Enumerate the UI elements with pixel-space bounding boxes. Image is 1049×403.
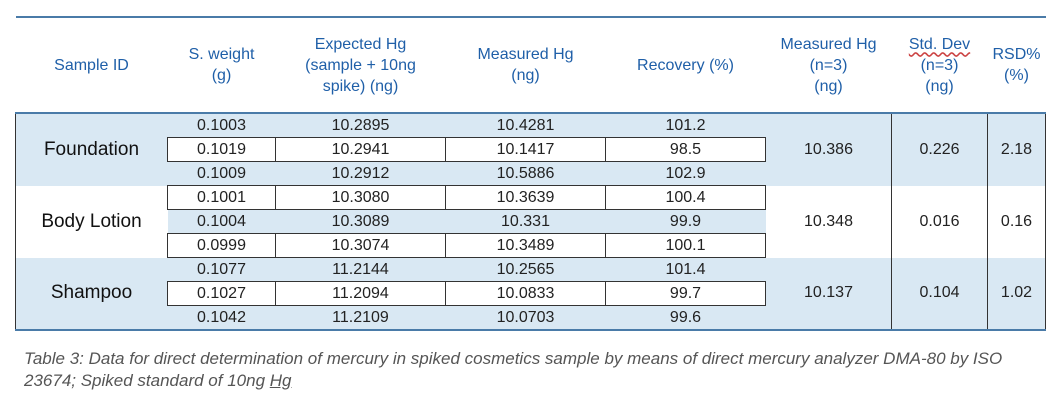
weight-cell: 0.1003 xyxy=(167,113,276,138)
recovery-cell: 100.4 xyxy=(605,185,766,210)
measured-cell: 10.1417 xyxy=(445,137,606,162)
header-rsd: RSD% (%) xyxy=(987,16,1046,114)
measured-cell: 10.2565 xyxy=(445,257,606,282)
table-row: 0.1042 11.2109 10.0703 99.6 xyxy=(16,305,1046,331)
rsd-cell: 0.16 xyxy=(987,185,1046,258)
recovery-cell: 101.4 xyxy=(605,257,766,282)
weight-cell: 0.1019 xyxy=(167,137,276,162)
weight-cell: 0.0999 xyxy=(167,233,276,258)
table-row: 0.0999 10.3074 10.3489 100.1 xyxy=(16,233,1046,258)
sample-id-cell: Shampoo xyxy=(15,257,168,331)
table-row: 0.1019 10.2941 10.1417 98.5 xyxy=(16,137,1046,162)
measured-cell: 10.0703 xyxy=(445,305,606,331)
sample-id-cell: Foundation xyxy=(15,113,168,186)
weight-cell: 0.1027 xyxy=(167,281,276,306)
header-sample-id: Sample ID xyxy=(15,16,168,114)
table-row: 0.1027 11.2094 10.0833 99.7 xyxy=(16,281,1046,306)
std-cell: 0.226 xyxy=(891,113,988,186)
caption-text: Table 3: Data for direct determination o… xyxy=(24,349,1003,390)
rsd-cell: 2.18 xyxy=(987,113,1046,186)
measured-cell: 10.5886 xyxy=(445,161,606,186)
expected-cell: 10.3074 xyxy=(275,233,446,258)
recovery-cell: 99.6 xyxy=(605,305,766,331)
mean-cell: 10.386 xyxy=(765,113,892,186)
measured-cell: 10.3489 xyxy=(445,233,606,258)
table-caption: Table 3: Data for direct determination o… xyxy=(24,348,1024,392)
expected-cell: 10.2912 xyxy=(275,161,446,186)
table-row: Foundation 0.1003 10.2895 10.4281 101.2 … xyxy=(15,113,1046,186)
measured-cell: 10.0833 xyxy=(445,281,606,306)
weight-cell: 0.1042 xyxy=(167,305,276,331)
data-table: Sample ID S. weight (g) Expected Hg (sampl… xyxy=(15,16,1046,331)
rsd-cell: 1.02 xyxy=(987,257,1046,331)
table-row: Body Lotion 0.1001 10.3080 10.3639 100.4… xyxy=(15,185,1046,258)
weight-cell: 0.1001 xyxy=(167,185,276,210)
weight-cell: 0.1077 xyxy=(167,257,276,282)
std-cell: 0.016 xyxy=(891,185,988,258)
expected-cell: 11.2144 xyxy=(275,257,446,282)
table-row: Shampoo 0.1077 11.2144 10.2565 101.4 10.… xyxy=(15,257,1046,331)
header-std-dev: Std. Dev (n=3) (ng) xyxy=(891,16,988,114)
expected-cell: 10.2895 xyxy=(275,113,446,138)
expected-cell: 11.2094 xyxy=(275,281,446,306)
recovery-cell: 100.1 xyxy=(605,233,766,258)
recovery-cell: 101.2 xyxy=(605,113,766,138)
expected-cell: 10.3080 xyxy=(275,185,446,210)
recovery-cell: 99.7 xyxy=(605,281,766,306)
expected-cell: 10.3089 xyxy=(275,209,446,234)
header-measured-hg: Measured Hg (ng) xyxy=(445,16,606,114)
measured-cell: 10.4281 xyxy=(445,113,606,138)
recovery-cell: 99.9 xyxy=(605,209,766,234)
header-row: Sample ID S. weight (g) Expected Hg (sampl… xyxy=(15,16,1046,114)
mean-cell: 10.137 xyxy=(765,257,892,331)
expected-cell: 11.2109 xyxy=(275,305,446,331)
weight-cell: 0.1009 xyxy=(167,161,276,186)
header-recovery: Recovery (%) xyxy=(605,16,766,114)
table-row: 0.1009 10.2912 10.5886 102.9 xyxy=(16,161,1046,186)
weight-cell: 0.1004 xyxy=(167,209,276,234)
measured-cell: 10.331 xyxy=(445,209,606,234)
header-mean-hg: Measured Hg (n=3) (ng) xyxy=(765,16,892,114)
header-weight: S. weight (g) xyxy=(167,16,276,114)
sample-id-cell: Body Lotion xyxy=(15,185,168,258)
caption-hg-link: Hg xyxy=(269,371,292,390)
mean-cell: 10.348 xyxy=(765,185,892,258)
recovery-cell: 98.5 xyxy=(605,137,766,162)
expected-cell: 10.2941 xyxy=(275,137,446,162)
header-expected-hg: Expected Hg (sample + 10ng spike) (ng) xyxy=(275,16,446,114)
measured-cell: 10.3639 xyxy=(445,185,606,210)
recovery-cell: 102.9 xyxy=(605,161,766,186)
table-row: 0.1004 10.3089 10.331 99.9 xyxy=(16,209,1046,234)
std-cell: 0.104 xyxy=(891,257,988,331)
